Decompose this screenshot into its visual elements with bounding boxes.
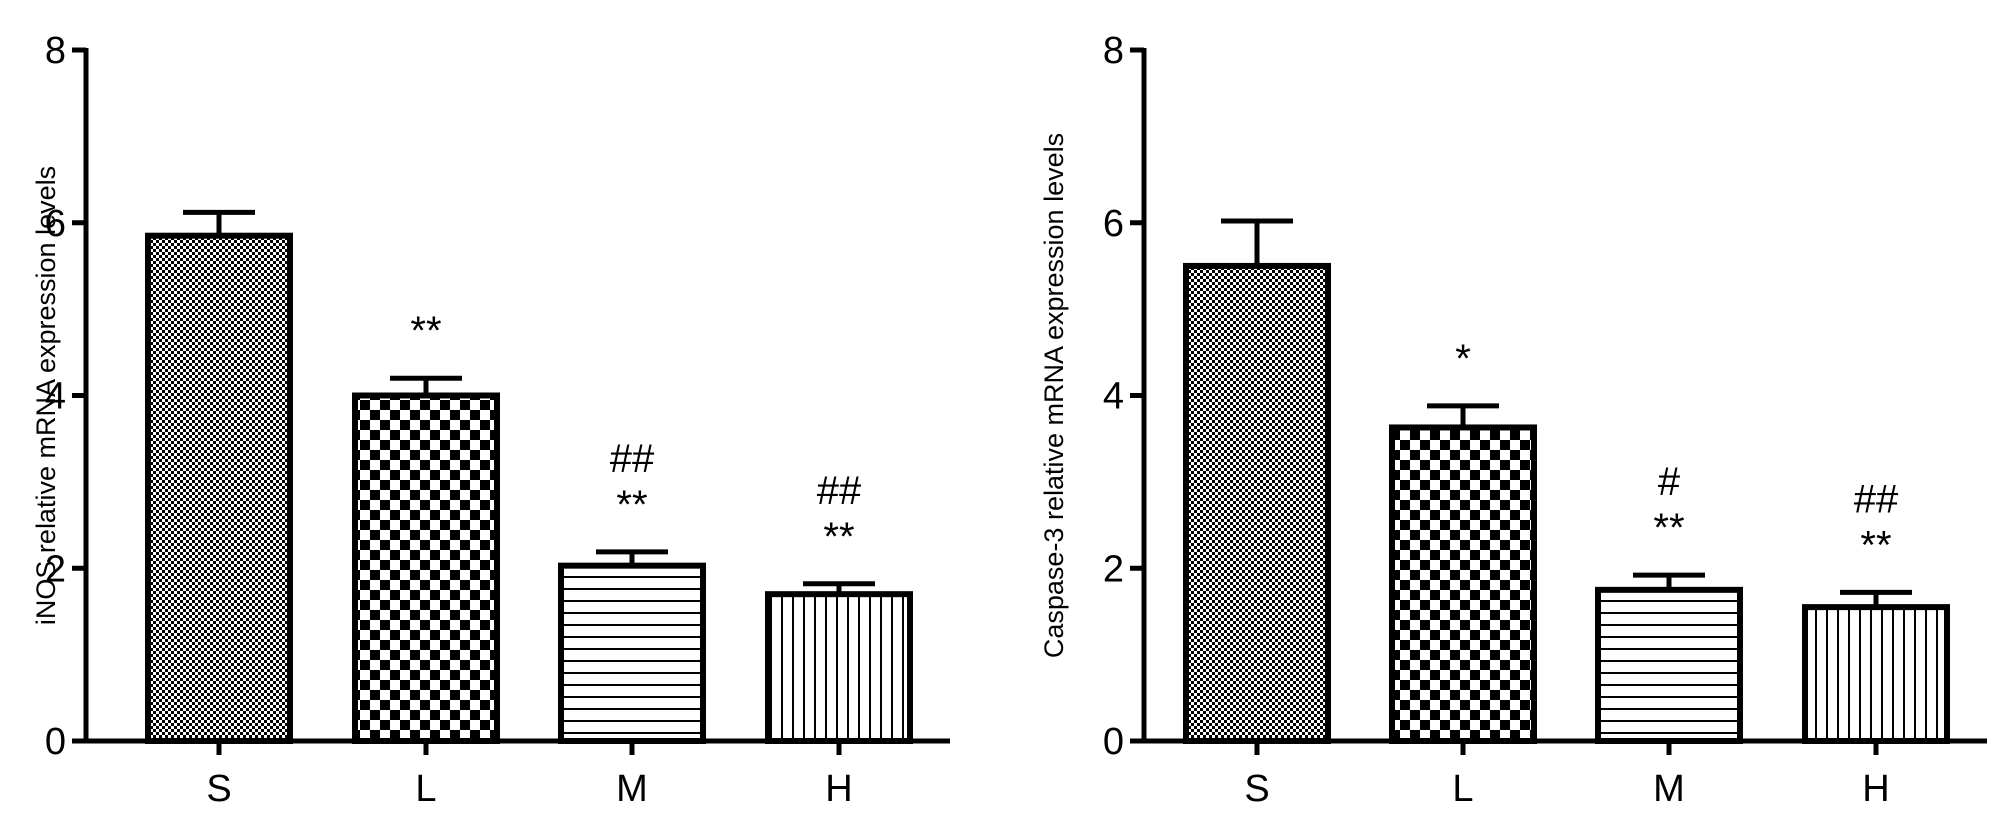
y-tick-label: 4	[1103, 376, 1124, 418]
significance-mark-vs-s: **	[410, 309, 441, 353]
y-tick-label: 2	[45, 548, 66, 590]
significance-mark-vs-s: **	[823, 515, 854, 559]
x-tick-label: M	[616, 768, 648, 810]
y-tick-label: 0	[45, 721, 66, 763]
significance-mark-vs-l: ##	[817, 469, 862, 513]
y-tick-label: 8	[1103, 30, 1124, 72]
x-tick-label: M	[1653, 768, 1685, 810]
significance-mark-vs-s: **	[616, 483, 647, 527]
significance-mark-vs-s: *	[1455, 337, 1471, 381]
x-tick-label: L	[1452, 768, 1473, 810]
y-tick-label: 0	[1103, 721, 1124, 763]
y-axis-label: Caspase-3 relative mRNA expression level…	[1039, 133, 1069, 658]
caspase3-chart-panel: 0 2 4 6 8 Caspase-3 relative mRNA expression …	[1039, 30, 1987, 810]
x-tick-label: S	[206, 768, 231, 810]
bar-h	[765, 591, 913, 744]
inos-chart-panel: 0 2 4 6 8 iNOS relative mRNA expression level…	[31, 30, 950, 810]
x-tick-label: L	[415, 768, 436, 810]
y-axis-label: iNOS relative mRNA expression levels	[31, 166, 61, 625]
x-tick-label: H	[825, 768, 852, 810]
bar-m	[558, 562, 706, 744]
significance-mark-vs-l: ##	[610, 437, 655, 481]
significance-mark-vs-s: **	[1653, 506, 1684, 550]
bar-s	[1183, 262, 1331, 744]
x-tick-label: S	[1244, 768, 1269, 810]
significance-mark-vs-l: ##	[1854, 477, 1899, 521]
significance-mark-vs-s: **	[1860, 523, 1891, 567]
bar-l	[352, 392, 500, 744]
bar-m	[1595, 586, 1743, 744]
bar-s	[145, 232, 293, 745]
bar-h	[1802, 604, 1950, 745]
significance-mark-vs-l: #	[1658, 460, 1681, 504]
y-tick-label: 6	[45, 203, 66, 245]
bar-l	[1389, 424, 1537, 744]
y-tick-label: 4	[45, 376, 66, 418]
y-tick-label: 2	[1103, 548, 1124, 590]
y-tick-label: 6	[1103, 203, 1124, 245]
y-tick-label: 8	[45, 30, 66, 72]
x-tick-label: H	[1862, 768, 1889, 810]
